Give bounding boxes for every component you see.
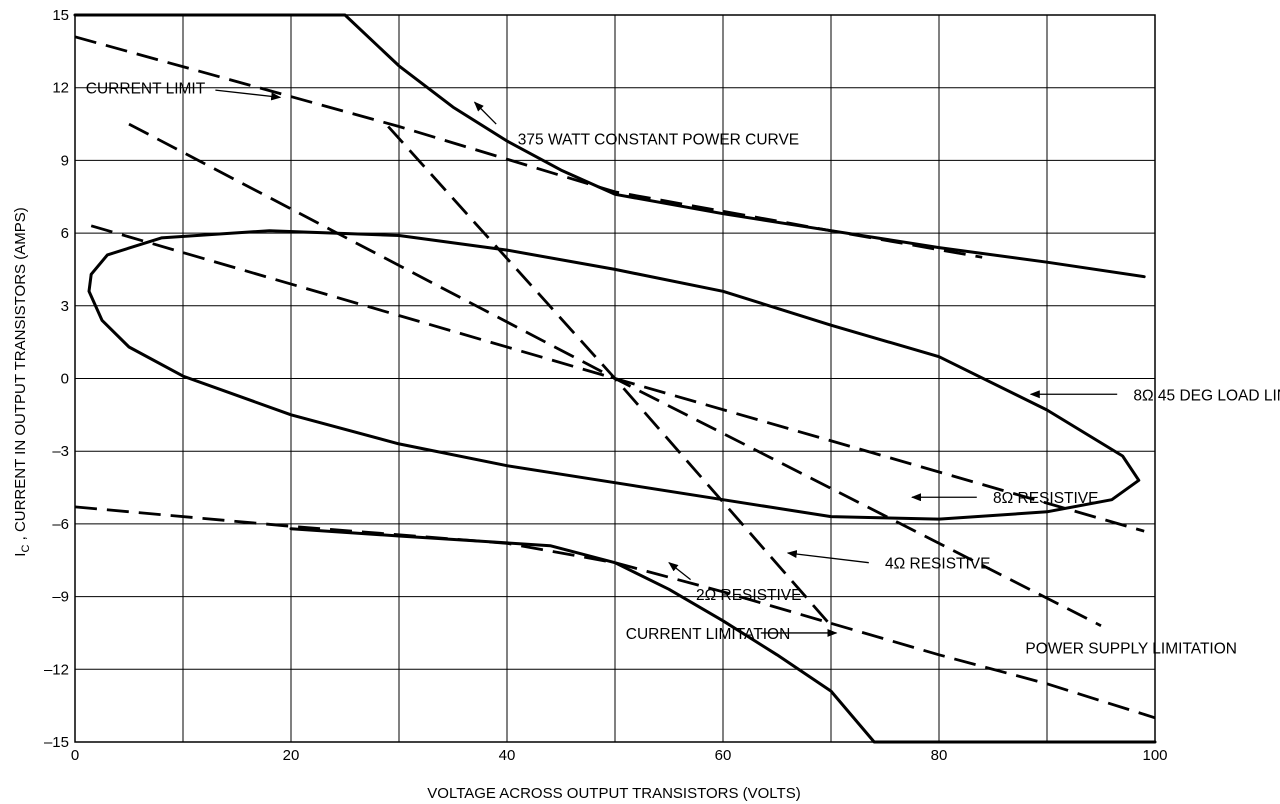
series-current-limit-dashed (74, 35, 983, 259)
annotation-label-power-supply-limitation: POWER SUPPLY LIMITATION (1025, 640, 1237, 657)
tick-layer: 0 20 40 60 80 100 15 12 9 6 3 0 –3 –6 –9 –12 –15 (44, 7, 1168, 764)
annotation-label-8-ohm-45-deg: 8Ω 45 DEG LOAD LINE (1133, 387, 1280, 404)
y-tick-label: –12 (44, 661, 69, 678)
series-8-ohm-resistive (90, 224, 1145, 533)
annotation-layer: CURRENT LIMIT 375 WATT CONSTANT POWER CUR… (86, 81, 1280, 658)
annotation-label-current-limitation: CURRENT LIMITATION (626, 626, 790, 643)
series-8-ohm-45-deg-load-line (87, 229, 1141, 521)
annotation-arrow-2-ohm-resistive (668, 562, 692, 581)
x-tick-label: 40 (499, 747, 516, 764)
y-axis-title: IC , CURRENT IN OUTPUT TRANSISTORS (AMPS… (12, 207, 32, 556)
x-tick-label: 0 (71, 747, 79, 764)
annotation-label-2-ohm-resistive: 2Ω RESISTIVE (696, 587, 801, 604)
y-tick-label: –3 (52, 443, 69, 460)
y-tick-label: 15 (52, 7, 69, 24)
x-tick-label: 20 (283, 747, 300, 764)
series-current-limitation-dashed (74, 505, 1156, 720)
annotation-arrow-4-ohm-resistive (786, 550, 869, 564)
y-tick-label: –9 (52, 589, 69, 606)
annotation-label-375-watt: 375 WATT CONSTANT POWER CURVE (518, 132, 799, 149)
y-tick-label: 9 (61, 152, 69, 169)
x-tick-label: 60 (715, 747, 732, 764)
annotation-label-4-ohm-resistive: 4Ω RESISTIVE (885, 556, 990, 573)
y-tick-label: 6 (61, 225, 69, 242)
y-axis-title-main: I (12, 553, 29, 557)
series-2-ohm-resistive (387, 125, 833, 627)
annotation-label-current-limit: CURRENT LIMIT (86, 81, 206, 98)
x-axis-title: VOLTAGE ACROSS OUTPUT TRANSISTORS (VOLTS… (427, 785, 800, 802)
y-tick-label: 12 (52, 80, 69, 97)
series-layer (73, 13, 1157, 744)
x-tick-label: 100 (1142, 747, 1167, 764)
y-tick-label: –15 (44, 734, 69, 751)
y-axis-title-rest: , CURRENT IN OUTPUT TRANSISTORS (AMPS) (12, 207, 29, 544)
y-tick-label: 0 (61, 371, 69, 388)
annotation-arrow-375-watt (473, 101, 497, 125)
x-tick-label: 80 (931, 747, 948, 764)
annotation-arrow-current-limit (215, 89, 282, 101)
y-axis-title-subscript: C (20, 545, 32, 553)
series-upper-limit (73, 13, 1146, 279)
y-tick-label: –6 (52, 516, 69, 533)
annotation-label-8-ohm-resistive: 8Ω RESISTIVE (993, 490, 1098, 507)
plot-frame (74, 14, 1156, 743)
y-tick-label: 3 (61, 298, 69, 315)
